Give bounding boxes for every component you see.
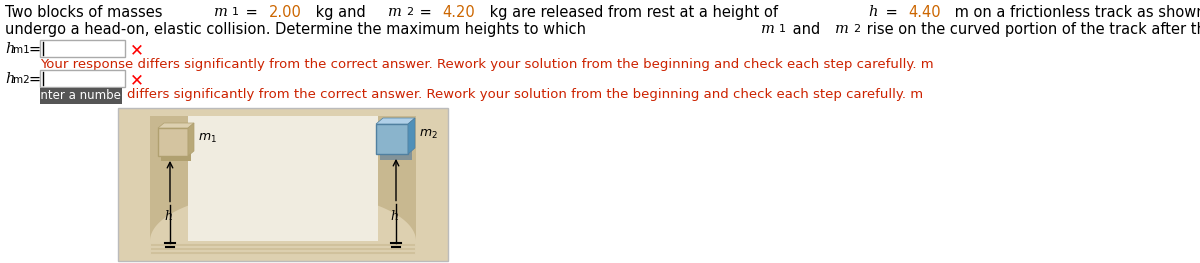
Text: 2: 2 — [853, 24, 860, 34]
Text: m: m — [214, 5, 228, 19]
Text: rise on the curved portion of the track after the collision.: rise on the curved portion of the track … — [863, 22, 1200, 37]
FancyBboxPatch shape — [40, 40, 125, 57]
FancyBboxPatch shape — [158, 128, 188, 156]
FancyBboxPatch shape — [40, 88, 122, 104]
Text: h: h — [390, 210, 398, 222]
Text: 4.20: 4.20 — [443, 5, 475, 20]
FancyBboxPatch shape — [380, 130, 412, 160]
FancyBboxPatch shape — [376, 124, 408, 154]
Text: m1: m1 — [13, 45, 30, 55]
Text: h: h — [5, 72, 14, 86]
Text: =: = — [415, 5, 437, 20]
Text: kg and: kg and — [311, 5, 371, 20]
Text: $m_2$: $m_2$ — [419, 128, 438, 141]
Polygon shape — [158, 123, 194, 128]
Text: 4.40: 4.40 — [908, 5, 941, 20]
Text: ✕: ✕ — [130, 41, 144, 59]
Polygon shape — [150, 116, 416, 241]
Text: and: and — [787, 22, 824, 37]
Text: m on a frictionless track as shown in the figure below. When they meet on the le: m on a frictionless track as shown in th… — [950, 5, 1200, 20]
Text: undergo a head-on, elastic collision. Determine the maximum heights to which: undergo a head-on, elastic collision. De… — [5, 22, 590, 37]
FancyBboxPatch shape — [40, 70, 125, 87]
Text: 2: 2 — [406, 7, 413, 17]
Text: Enter a number.: Enter a number. — [34, 89, 128, 102]
Text: =: = — [28, 42, 40, 57]
Text: Your response differs significantly from the correct answer. Rework your solutio: Your response differs significantly from… — [40, 58, 934, 71]
Text: =: = — [881, 5, 902, 20]
Polygon shape — [408, 118, 415, 154]
Text: Two blocks of masses: Two blocks of masses — [5, 5, 167, 20]
Text: 1: 1 — [779, 24, 786, 34]
Text: kg are released from rest at a height of: kg are released from rest at a height of — [485, 5, 782, 20]
Polygon shape — [188, 123, 194, 156]
Polygon shape — [188, 116, 378, 241]
Text: h: h — [164, 210, 172, 224]
Text: m: m — [835, 22, 850, 36]
Text: differs significantly from the correct answer. Rework your solution from the beg: differs significantly from the correct a… — [127, 88, 923, 101]
Text: m: m — [388, 5, 402, 19]
Text: =: = — [28, 72, 40, 87]
Text: ✕: ✕ — [130, 71, 144, 89]
FancyBboxPatch shape — [118, 108, 448, 261]
Text: $m_1$: $m_1$ — [198, 132, 217, 145]
Text: 2.00: 2.00 — [269, 5, 301, 20]
Text: h: h — [869, 5, 878, 19]
Text: m2: m2 — [13, 75, 30, 85]
Text: 1: 1 — [232, 7, 239, 17]
Text: m: m — [761, 22, 774, 36]
Text: =: = — [241, 5, 263, 20]
FancyBboxPatch shape — [161, 133, 191, 161]
Polygon shape — [376, 118, 415, 124]
Text: h: h — [5, 42, 14, 56]
